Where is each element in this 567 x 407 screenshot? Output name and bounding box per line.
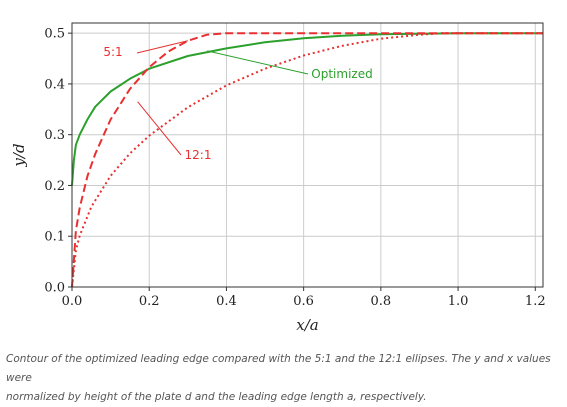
- tick-layer: 0.0 0.2 0.4 0.6 0.8 1.0 1.2 0.0 0.1 0.2 0.3 0.4 0.5: [44, 27, 545, 309]
- y-tick-label: 0.2: [44, 179, 65, 194]
- series-layer: [71, 32, 543, 288]
- annotation-label: 5:1: [103, 45, 122, 59]
- x-tick-label: 0.4: [216, 294, 237, 309]
- series-line-2: [71, 32, 543, 288]
- annotation-leader: [207, 50, 309, 75]
- x-tick-label: 0.2: [139, 294, 160, 309]
- annotation-label: 12:1: [185, 148, 212, 162]
- caption-line-2: normalized by height of the plate d and …: [6, 391, 427, 403]
- grid: [71, 23, 543, 288]
- figure-caption: Contour of the optimized leading edge co…: [6, 350, 562, 407]
- x-tick-label: 0.0: [62, 294, 83, 309]
- x-axis-label: x/a: [296, 316, 318, 334]
- y-tick-label: 0.1: [44, 230, 65, 245]
- annotation-label: Optimized: [311, 67, 372, 81]
- series-line-3: [71, 32, 543, 288]
- y-tick-label: 0.4: [44, 77, 65, 92]
- y-tick-label: 0.3: [44, 128, 65, 143]
- y-tick-label: 0.0: [44, 281, 65, 296]
- x-tick-label: 1.0: [448, 294, 469, 309]
- x-tick-label: 0.8: [371, 294, 392, 309]
- annotation-leader: [136, 40, 188, 54]
- plot-frame: [71, 22, 544, 288]
- annotation-layer: 5:1 Optimized 12:1: [103, 40, 373, 162]
- x-tick-label: 0.6: [293, 294, 314, 309]
- annotation-leader: [137, 101, 182, 156]
- x-tick-label: 1.2: [525, 294, 546, 309]
- y-tick-label: 0.5: [44, 27, 65, 42]
- series-line-1: [71, 32, 543, 186]
- caption-line-1: Contour of the optimized leading edge co…: [6, 353, 551, 384]
- y-axis-label: y/d: [10, 143, 28, 167]
